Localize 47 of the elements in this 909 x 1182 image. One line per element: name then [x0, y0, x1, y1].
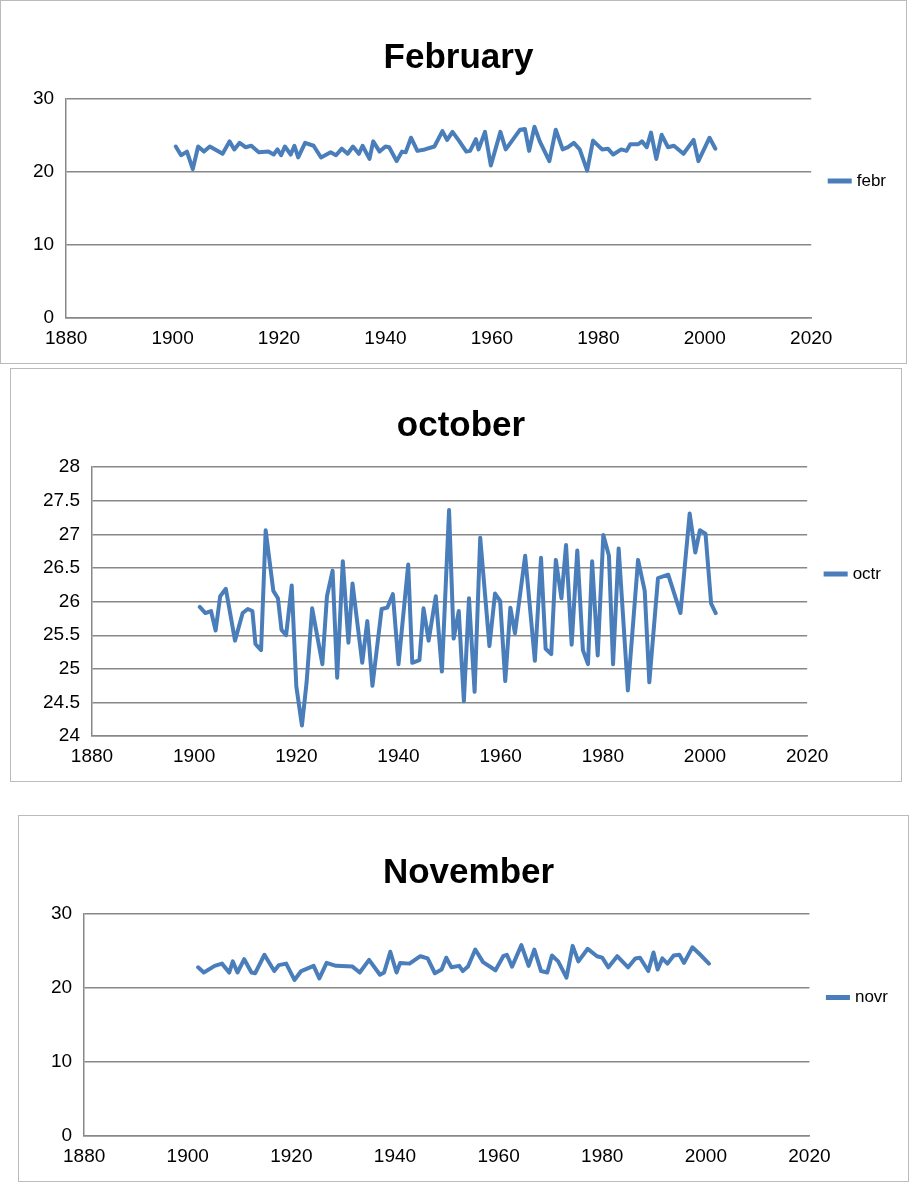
x-tick-label: 1880	[70, 744, 114, 766]
x-tick-label: 1880	[44, 326, 88, 348]
y-tick-label: 27.5	[43, 488, 80, 510]
legend-label: novr	[854, 987, 889, 1007]
y-tick-label: 24.5	[43, 690, 80, 712]
y-tick-label: 28	[58, 455, 80, 477]
x-tick-label: 1880	[62, 1144, 106, 1166]
x-tick-label: 1980	[577, 326, 620, 348]
y-tick-label: 30	[50, 902, 73, 924]
y-tick-label: 20	[50, 976, 73, 998]
x-tick-label: 2020	[788, 1144, 831, 1166]
chart-title: october	[396, 403, 526, 443]
x-tick-label: 1980	[581, 744, 624, 766]
x-tick-label: 1960	[479, 744, 522, 766]
x-tick-label: 2000	[683, 326, 726, 348]
chart-title: February	[383, 35, 534, 75]
y-tick-label: 27	[58, 522, 80, 544]
y-tick-label: 0	[61, 1124, 73, 1146]
legend-label: octr	[852, 563, 882, 583]
y-tick-label: 25.5	[43, 623, 80, 645]
chart-title: November	[382, 850, 555, 890]
x-tick-label: 1920	[275, 744, 318, 766]
y-tick-label: 24	[58, 724, 81, 746]
x-tick-label: 1960	[470, 326, 514, 348]
x-tick-label: 1900	[166, 1144, 209, 1166]
x-tick-label: 1920	[257, 326, 301, 348]
x-tick-label: 1900	[151, 326, 194, 348]
y-tick-label: 30	[32, 87, 55, 109]
y-tick-label: 25	[58, 657, 80, 679]
x-tick-label: 2000	[684, 1144, 727, 1166]
legend-label: febr	[856, 170, 887, 190]
x-tick-label: 2020	[786, 744, 829, 766]
x-tick-label: 1920	[270, 1144, 313, 1166]
x-tick-label: 1960	[477, 1144, 520, 1166]
y-tick-label: 0	[43, 306, 55, 328]
y-tick-label: 26	[58, 589, 80, 611]
y-tick-label: 10	[32, 233, 55, 255]
x-tick-label: 1900	[173, 744, 216, 766]
x-tick-label: 1940	[377, 744, 420, 766]
y-tick-label: 10	[50, 1050, 73, 1072]
x-tick-label: 1980	[581, 1144, 624, 1166]
x-tick-label: 2000	[683, 744, 727, 766]
y-tick-label: 26.5	[43, 556, 80, 578]
x-tick-label: 1940	[373, 1144, 417, 1166]
y-tick-label: 20	[32, 160, 55, 182]
x-tick-label: 1940	[364, 326, 407, 348]
x-tick-label: 2020	[790, 326, 833, 348]
